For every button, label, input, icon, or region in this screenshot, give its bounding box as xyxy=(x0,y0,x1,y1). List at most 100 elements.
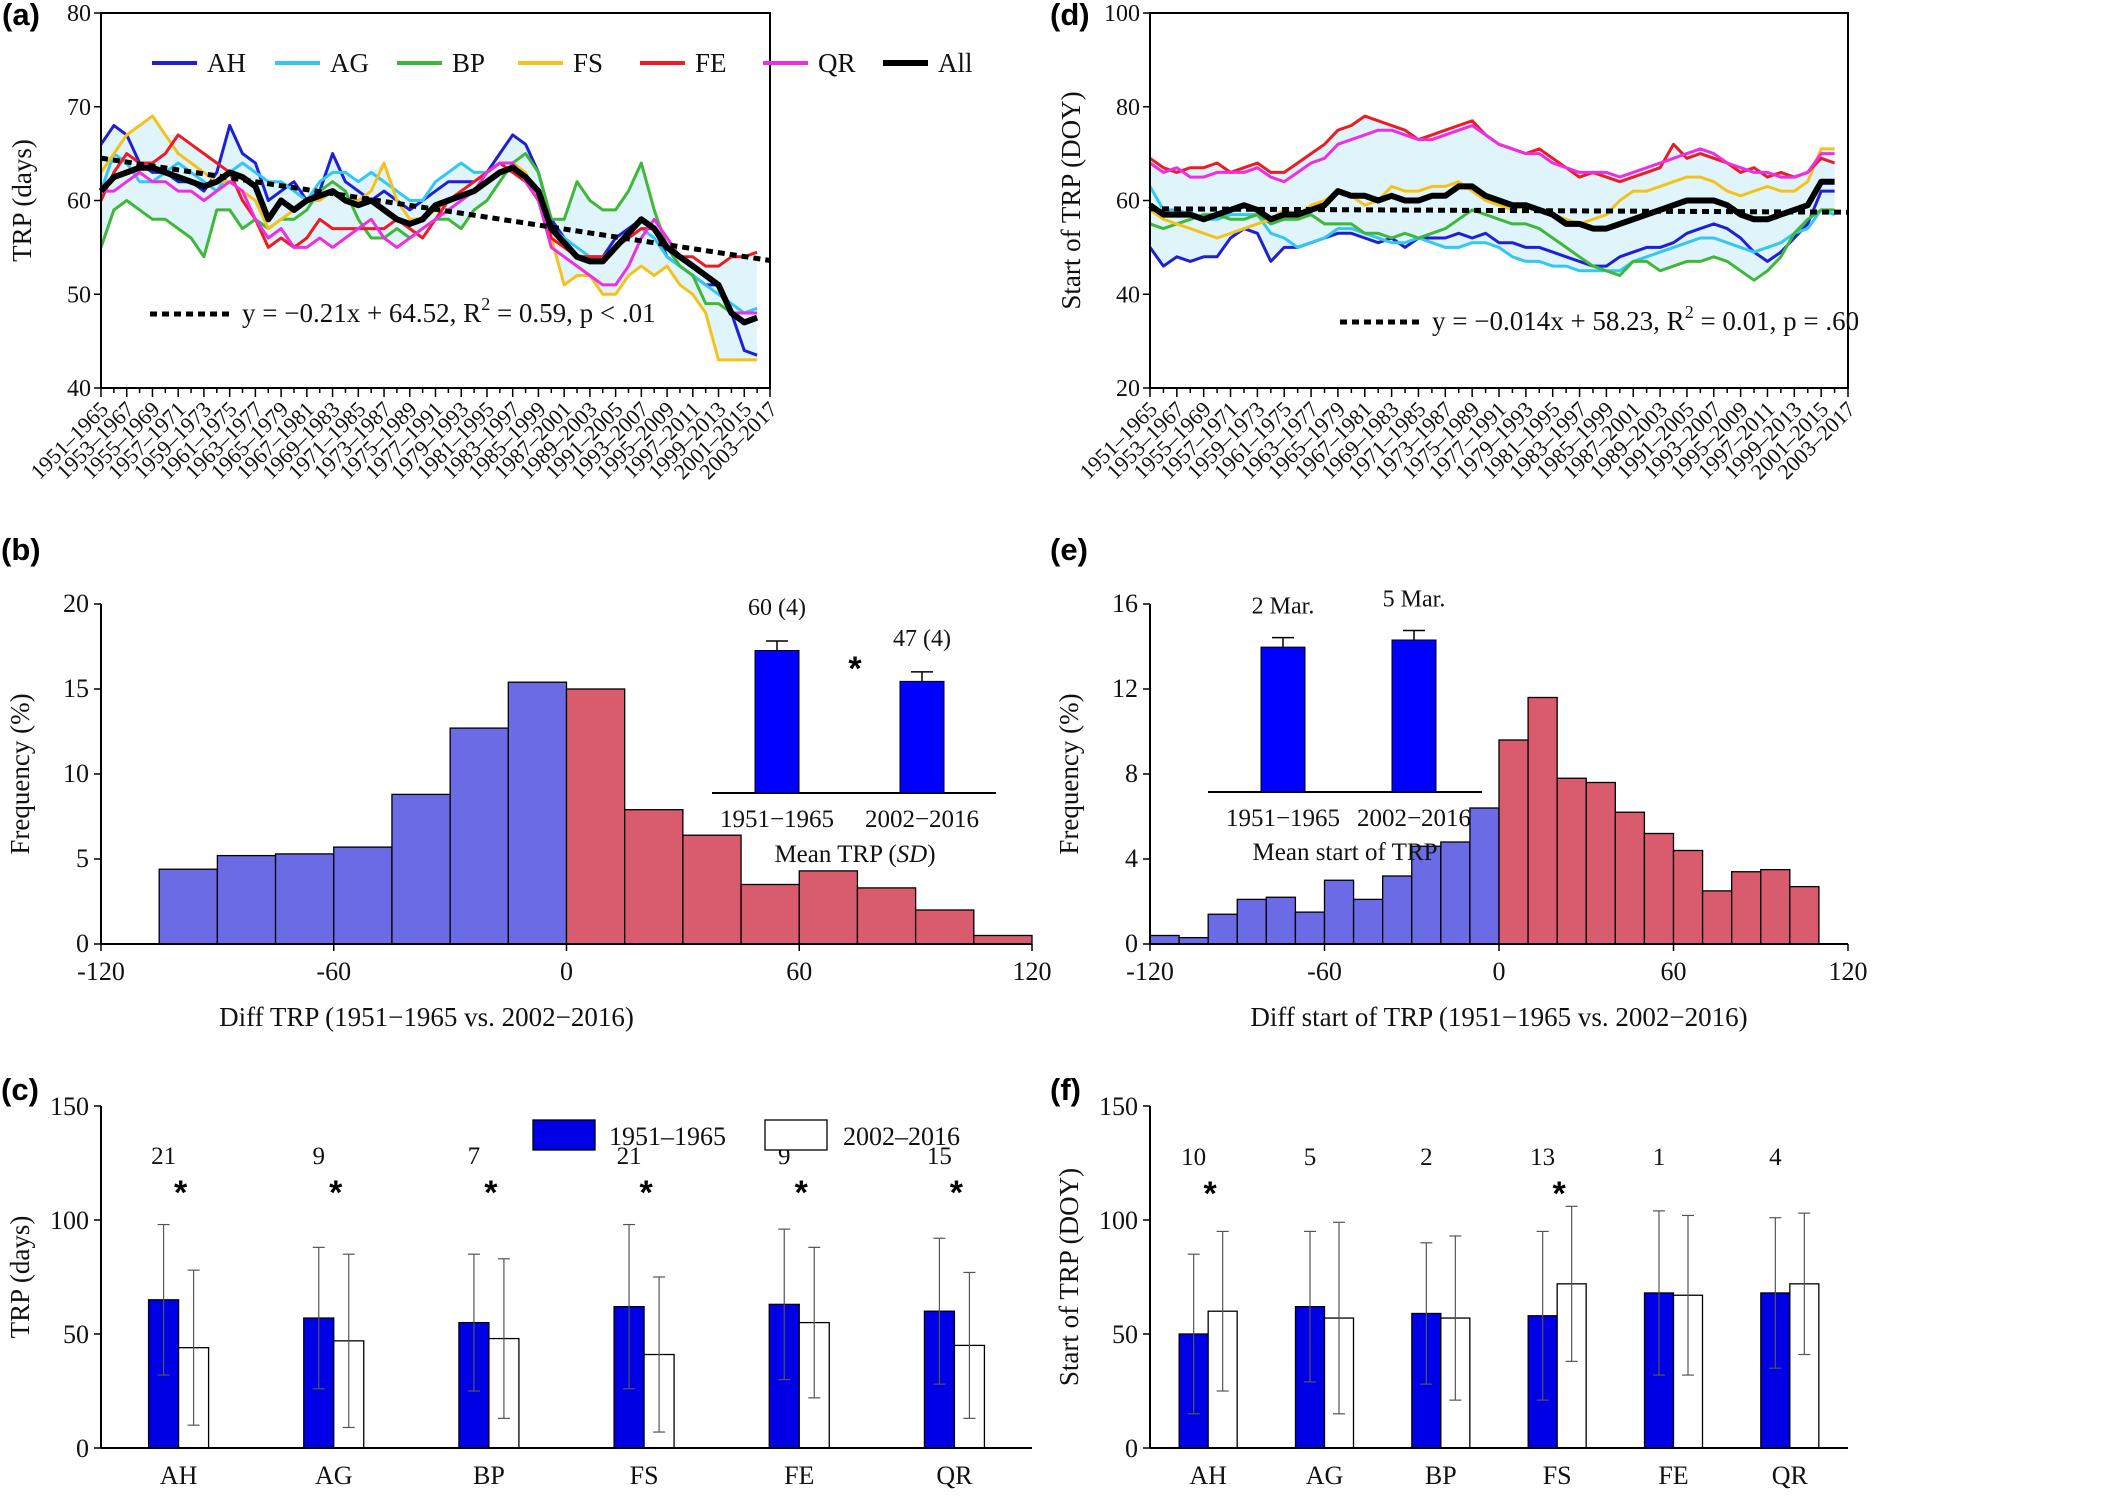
x-tick-label: 120 xyxy=(1829,957,1868,986)
inset-bar xyxy=(754,650,800,794)
inset-bar xyxy=(1391,639,1437,793)
histogram-bar xyxy=(1149,934,1180,945)
y-tick-label: 60 xyxy=(1116,189,1140,215)
range-band xyxy=(101,116,758,360)
histogram-bar xyxy=(1207,913,1238,945)
inset-bar xyxy=(1260,646,1306,793)
y-tick-label: 20 xyxy=(1116,376,1140,402)
histogram-bar xyxy=(1498,739,1529,945)
series-line-bp xyxy=(1149,208,1835,282)
inset-caption-suffix: ) xyxy=(927,841,935,868)
group-top-label: 4 xyxy=(1769,1144,1782,1171)
y-tick-label: 0 xyxy=(76,1434,89,1463)
y-axis-label: Start of TRP (DOY) xyxy=(1056,91,1086,309)
histogram-bar xyxy=(740,883,800,945)
y-tick-label: 16 xyxy=(1112,589,1138,618)
significance-star: * xyxy=(950,1174,964,1212)
inset-value-label: 2 Mar. xyxy=(1252,594,1315,620)
category-label: FE xyxy=(1658,1461,1688,1490)
histogram-bar xyxy=(624,809,684,945)
category-label: AG xyxy=(315,1461,353,1490)
significance-star: * xyxy=(639,1174,653,1212)
inset-category-label: 1951−1965 xyxy=(1226,805,1340,832)
y-tick-label: 10 xyxy=(63,759,89,788)
histogram-bar xyxy=(1585,781,1616,945)
category-label: AG xyxy=(1306,1461,1344,1490)
panel-label: (a) xyxy=(2,0,40,32)
legend-label-early: 1951–1965 xyxy=(609,1122,726,1151)
series-line-qr xyxy=(101,161,758,315)
histogram-bar xyxy=(682,834,742,945)
inset-value-label: 47 (4) xyxy=(893,626,951,652)
trend-line xyxy=(100,155,771,263)
inset-caption-italic: SD xyxy=(897,841,928,868)
x-tick-label: 60 xyxy=(786,957,812,986)
x-tick-label: 0 xyxy=(560,957,573,986)
group-top-label: 5 xyxy=(1304,1144,1317,1171)
group-top-label: 2 xyxy=(1420,1144,1433,1171)
x-axis-label: Diff TRP (1951−1965 vs. 2002−2016) xyxy=(219,1002,634,1032)
x-tick-label: 60 xyxy=(1661,957,1687,986)
histogram-bar xyxy=(1352,898,1384,945)
y-tick-label: 150 xyxy=(50,1092,89,1121)
group-top-label: 13 xyxy=(1530,1144,1555,1171)
series-line-all xyxy=(1148,178,1835,232)
category-label: BP xyxy=(473,1461,505,1490)
y-tick-label: 150 xyxy=(1099,1092,1138,1121)
panel-label: (f) xyxy=(1050,1072,1081,1107)
inset-category-label: 2002−2016 xyxy=(1357,805,1471,832)
series-line-ah xyxy=(1148,189,1835,268)
chart-b: 0 5 10 15 20 -120 -60 0 60 120 Diff TRP (1951−1965… xyxy=(1,532,1052,1032)
group-top-label: 1 xyxy=(1653,1144,1666,1171)
panel-label: (d) xyxy=(1050,0,1090,32)
y-axis-label: Frequency (%) xyxy=(1054,693,1084,854)
series-line-ag xyxy=(1148,185,1836,273)
inset-b: 60 (4) 1951−1965 47 (4) 2002−2016 * Mean TRP … xyxy=(712,595,996,868)
group-top-label: 10 xyxy=(1181,1144,1206,1171)
histogram-bar xyxy=(856,887,917,945)
y-tick-label: 70 xyxy=(67,95,91,121)
inset-caption: Mean TRP (SD) xyxy=(774,841,935,868)
inset-significance: * xyxy=(848,650,862,688)
equation-tail: = 0.59, p < .01 xyxy=(490,298,655,328)
chart-d: 204060801001951–19651953–19671955–196919… xyxy=(1050,0,1860,484)
histogram-bar xyxy=(333,846,393,945)
legend-label-all: All xyxy=(938,48,973,78)
y-tick-label: 100 xyxy=(1099,1206,1138,1235)
y-tick-label: 20 xyxy=(63,589,89,618)
histogram-bar xyxy=(1382,875,1413,945)
y-tick-label: 40 xyxy=(67,376,91,402)
y-tick-label: 0 xyxy=(1125,929,1138,958)
category-label: QR xyxy=(1772,1461,1809,1490)
y-tick-label: 12 xyxy=(1112,674,1138,703)
x-tick-label: -60 xyxy=(1307,957,1342,986)
y-tick-label: 60 xyxy=(67,189,91,215)
equation-tail: = 0.01, p = .60 xyxy=(1694,306,1859,336)
histogram-bar xyxy=(391,793,451,945)
y-axis-label: TRP (days) xyxy=(5,1216,35,1339)
histogram-bar xyxy=(1672,849,1704,945)
equation-text: y = −0.014x + 58.23, R xyxy=(1432,306,1685,336)
y-tick-label: 15 xyxy=(63,674,89,703)
category-label: FE xyxy=(784,1461,814,1490)
equation-text: y = −0.21x + 64.52, R xyxy=(242,298,481,328)
category-label: AH xyxy=(160,1461,198,1490)
y-tick-label: 0 xyxy=(1125,1434,1138,1463)
histogram-bar xyxy=(1440,841,1471,945)
panel-label: (e) xyxy=(1050,532,1088,567)
category-label: BP xyxy=(1425,1461,1457,1490)
histogram-bar xyxy=(507,681,568,945)
histogram-bar xyxy=(1643,832,1675,945)
inset-e: 2 Mar. 1951−1965 5 Mar. 2002−2016 Mean start… xyxy=(1208,587,1482,866)
y-tick-label: 50 xyxy=(67,282,91,308)
histogram-bar xyxy=(158,868,219,945)
significance-star: * xyxy=(1553,1175,1567,1213)
y-tick-label: 50 xyxy=(63,1320,89,1349)
histogram-bar xyxy=(973,934,1033,945)
inset-category-label: 1951−1965 xyxy=(720,806,834,833)
y-tick-label: 100 xyxy=(50,1206,89,1235)
legend-label-fe: FE xyxy=(695,48,727,78)
y-axis-label: TRP (days) xyxy=(7,139,37,262)
x-tick-label: -120 xyxy=(1126,957,1174,986)
equation-sup: 2 xyxy=(1685,302,1694,322)
